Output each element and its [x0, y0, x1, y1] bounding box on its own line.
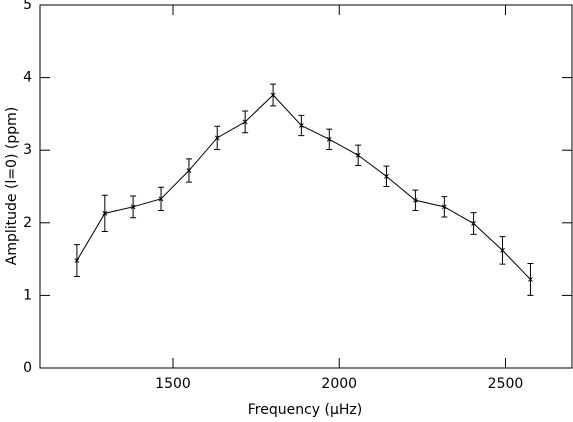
point: [500, 248, 505, 253]
y-tick-label: 1: [23, 287, 32, 303]
data-line: [76, 94, 531, 280]
point: [528, 277, 533, 282]
point: [214, 135, 220, 141]
point: [102, 211, 108, 216]
point: [270, 92, 276, 98]
x-tick-label: 1500: [155, 376, 191, 392]
point: [298, 123, 304, 128]
y-tick-label: 4: [23, 70, 32, 86]
point: [413, 197, 418, 203]
y-axis-label: Amplitude (l=0) (ppm): [4, 107, 20, 265]
x-tick-label: 2000: [321, 376, 357, 392]
point: [242, 119, 248, 125]
point: [326, 136, 332, 142]
y-tick-label: 3: [23, 142, 32, 158]
x-axis-label: Frequency (μHz): [248, 402, 362, 418]
point: [355, 152, 361, 158]
y-tick-label: 0: [23, 360, 32, 376]
point: [186, 168, 192, 173]
y-tick-label: 2: [23, 215, 32, 231]
point: [74, 258, 80, 263]
point: [441, 204, 447, 210]
y-tick-label: 5: [23, 0, 32, 13]
plot-frame: [39, 4, 573, 369]
point: [471, 221, 476, 226]
x-tick-label: 2500: [488, 376, 524, 392]
point: [384, 173, 389, 179]
point: [158, 196, 164, 202]
point: [130, 204, 136, 210]
